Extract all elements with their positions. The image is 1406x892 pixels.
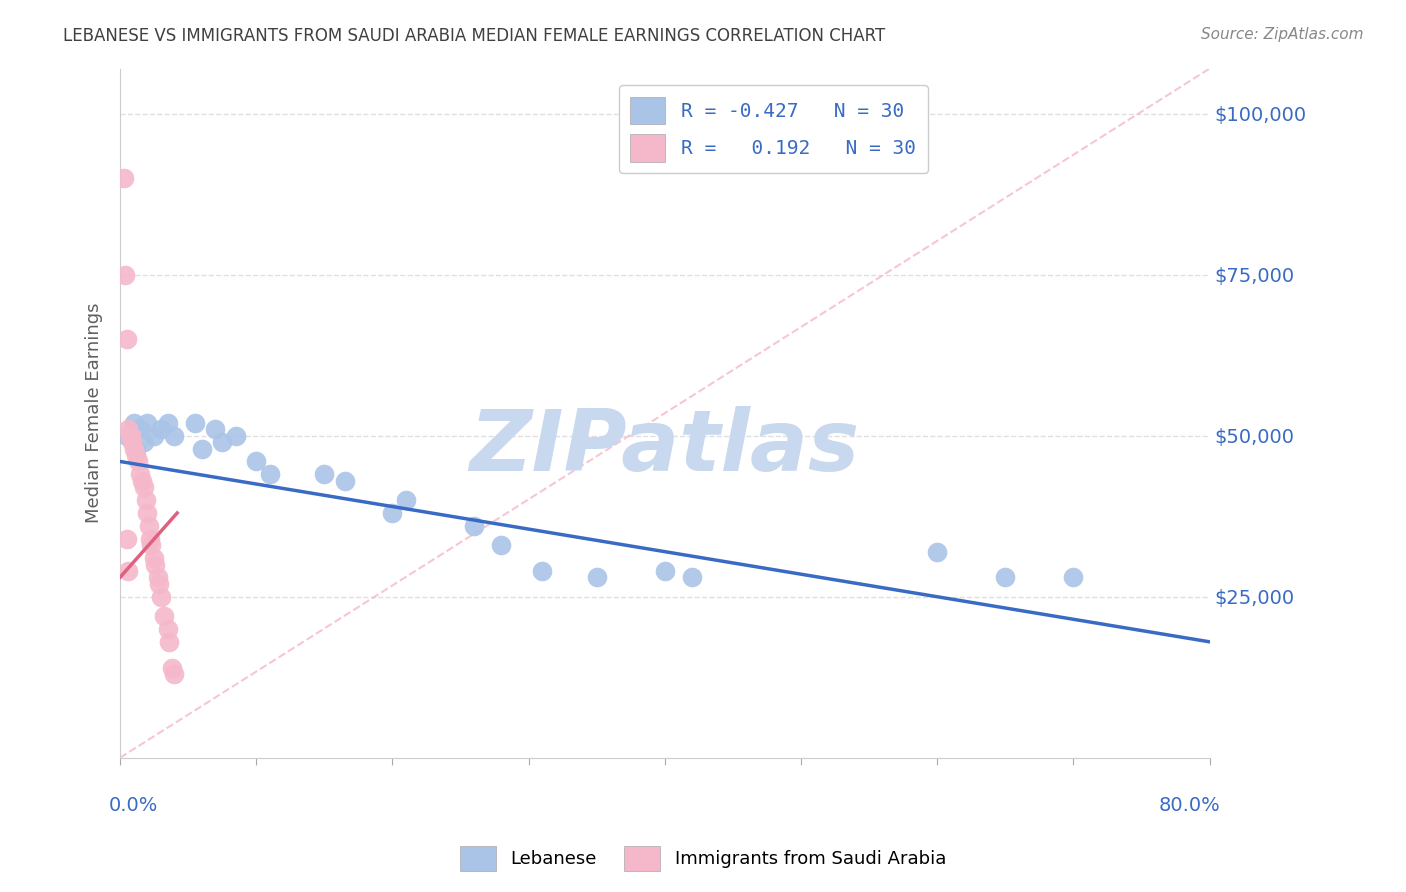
Text: 80.0%: 80.0% [1159, 796, 1220, 814]
Text: LEBANESE VS IMMIGRANTS FROM SAUDI ARABIA MEDIAN FEMALE EARNINGS CORRELATION CHAR: LEBANESE VS IMMIGRANTS FROM SAUDI ARABIA… [63, 27, 886, 45]
Point [117, 422, 139, 436]
Point [163, 428, 186, 442]
Point [115, 532, 138, 546]
Point [381, 506, 404, 520]
Y-axis label: Median Female Earnings: Median Female Earnings [86, 303, 103, 524]
Point [163, 667, 186, 681]
Point [463, 519, 485, 533]
Point [1062, 570, 1084, 584]
Point [531, 564, 554, 578]
Point [141, 538, 163, 552]
Point [122, 416, 145, 430]
Point [156, 622, 179, 636]
Point [143, 551, 166, 566]
Point [129, 422, 152, 436]
Point [121, 435, 143, 450]
Point [491, 538, 513, 552]
Point [259, 467, 281, 482]
Point [314, 467, 336, 482]
Legend: R = -0.427   N = 30, R =   0.192   N = 30: R = -0.427 N = 30, R = 0.192 N = 30 [619, 85, 928, 173]
Point [136, 506, 159, 520]
Point [138, 519, 160, 533]
Point [131, 474, 153, 488]
Point [115, 428, 138, 442]
Point [225, 428, 247, 442]
Point [146, 570, 169, 584]
Point [157, 635, 180, 649]
Point [115, 332, 138, 346]
Point [585, 570, 607, 584]
Text: Source: ZipAtlas.com: Source: ZipAtlas.com [1201, 27, 1364, 42]
Point [134, 480, 156, 494]
Point [994, 570, 1017, 584]
Point [125, 448, 148, 462]
Point [143, 428, 166, 442]
Point [927, 544, 949, 558]
Point [654, 564, 676, 578]
Point [135, 493, 157, 508]
Point [129, 467, 152, 482]
Text: ZIPatlas: ZIPatlas [470, 406, 860, 489]
Legend: Lebanese, Immigrants from Saudi Arabia: Lebanese, Immigrants from Saudi Arabia [453, 838, 953, 879]
Point [156, 416, 179, 430]
Point [114, 268, 136, 282]
Point [184, 416, 207, 430]
Point [190, 442, 212, 456]
Point [120, 428, 142, 442]
Point [204, 422, 226, 436]
Point [681, 570, 703, 584]
Text: 0.0%: 0.0% [110, 796, 159, 814]
Point [136, 416, 159, 430]
Point [333, 474, 356, 488]
Point [125, 442, 148, 456]
Point [145, 558, 167, 572]
Point [127, 454, 149, 468]
Point [149, 422, 172, 436]
Point [245, 454, 267, 468]
Point [139, 532, 162, 546]
Point [152, 609, 174, 624]
Point [122, 442, 145, 456]
Point [117, 564, 139, 578]
Point [160, 660, 183, 674]
Point [149, 590, 172, 604]
Point [395, 493, 418, 508]
Point [134, 435, 156, 450]
Point [148, 577, 170, 591]
Point [112, 171, 135, 186]
Point [211, 435, 233, 450]
Point [118, 428, 141, 442]
